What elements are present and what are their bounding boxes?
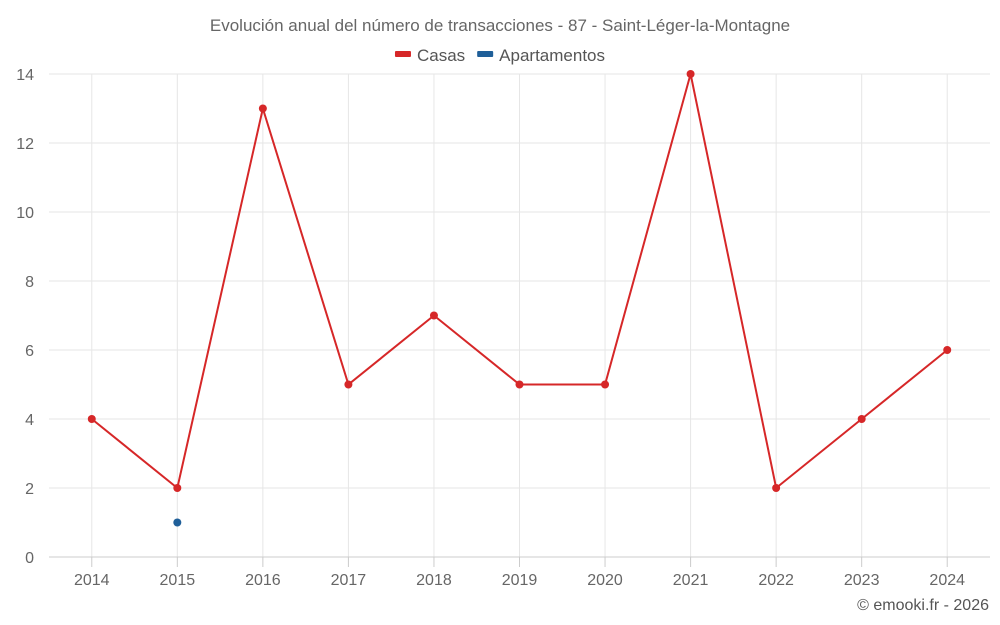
x-tick-label: 2016 <box>245 572 281 589</box>
legend-item[interactable]: Apartamentos <box>477 46 605 65</box>
y-tick-label: 10 <box>16 205 34 222</box>
x-tick-label: 2018 <box>416 572 452 589</box>
x-tick-label: 2019 <box>502 572 538 589</box>
y-tick-label: 12 <box>16 136 34 153</box>
legend-label: Casas <box>417 46 465 65</box>
y-tick-label: 0 <box>25 550 34 567</box>
data-point[interactable] <box>601 380 610 389</box>
data-point[interactable] <box>515 380 524 389</box>
data-point[interactable] <box>87 415 96 423</box>
legend-label: Apartamentos <box>499 46 605 65</box>
y-tick-label: 8 <box>25 274 34 291</box>
data-point[interactable] <box>173 484 182 492</box>
x-tick-label: 2022 <box>758 572 794 589</box>
legend-swatch <box>477 51 494 57</box>
x-tick-label: 2017 <box>331 572 367 589</box>
legend-item[interactable]: Casas <box>394 46 465 65</box>
legend: Casas Apartamentos <box>394 46 605 65</box>
x-tick-label: 2024 <box>929 572 965 589</box>
data-point[interactable] <box>857 415 866 423</box>
series-1 <box>173 518 182 527</box>
x-tick-label: 2021 <box>673 572 709 589</box>
grid <box>49 73 990 557</box>
chart-title: Evolución anual del número de transaccio… <box>210 16 790 35</box>
x-tick-label: 2015 <box>160 572 196 589</box>
x-tick-label: 2014 <box>74 572 110 589</box>
data-point[interactable] <box>429 311 438 320</box>
series-layer <box>87 70 952 527</box>
y-tick-label: 14 <box>16 67 34 84</box>
legend-swatch <box>394 51 411 57</box>
x-tick-label: 2020 <box>587 572 623 589</box>
data-point[interactable] <box>686 70 695 78</box>
data-point[interactable] <box>173 518 182 527</box>
data-point[interactable] <box>943 346 952 354</box>
y-tick-label: 4 <box>25 412 34 429</box>
credit-text: © emooki.fr - 2026 <box>857 597 989 614</box>
data-point[interactable] <box>772 484 781 492</box>
y-tick-label: 2 <box>25 481 34 498</box>
data-point[interactable] <box>344 380 353 389</box>
x-tick-label: 2023 <box>844 572 880 589</box>
series-0 <box>87 70 952 492</box>
x-axis: 2014 2015 2016 2017 2018 2019 2020 2021 2022 2023… <box>49 556 990 589</box>
data-point[interactable] <box>258 104 267 113</box>
y-axis: 0 2 4 6 8 10 12 14 <box>16 67 34 567</box>
y-tick-label: 6 <box>25 343 34 360</box>
